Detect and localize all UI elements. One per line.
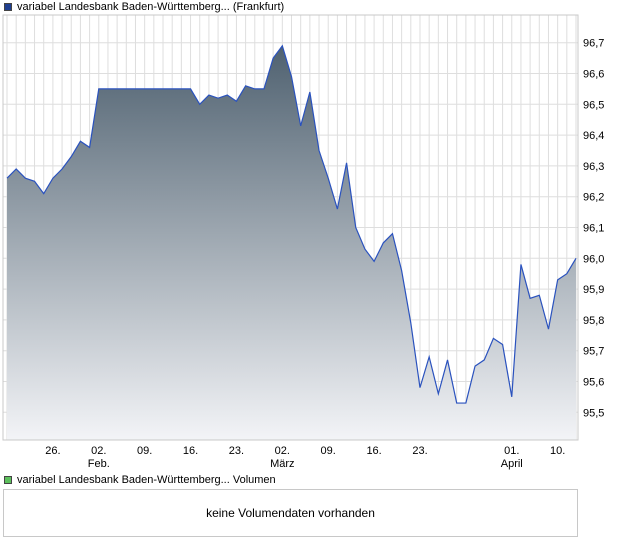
y-tick-label: 96,0 — [583, 253, 604, 265]
price-chart: 96,7 96,6 96,5 96,4 96,3 96,2 96,1 96,0 95,9 95,8… — [2, 14, 604, 470]
y-axis: 96,7 96,6 96,5 96,4 96,3 96,2 96,1 96,0 95,9 95,8… — [583, 38, 604, 420]
y-tick-label: 96,1 — [583, 223, 604, 235]
x-month-label: April — [501, 458, 523, 470]
volume-legend: variabel Landesbank Baden-Württemberg...… — [4, 474, 276, 486]
volume-empty-message: keine Volumendaten vorhanden — [206, 506, 375, 520]
y-tick-label: 96,2 — [583, 192, 604, 204]
volume-legend-label: variabel Landesbank Baden-Württemberg...… — [17, 474, 276, 486]
y-tick-label: 96,5 — [583, 99, 604, 111]
x-tick-label: 09. — [321, 445, 336, 457]
x-tick-label: 23. — [412, 445, 427, 457]
y-tick-label: 96,4 — [583, 130, 604, 142]
y-tick-label: 95,6 — [583, 376, 604, 388]
x-tick-label: 02. — [91, 445, 106, 457]
x-tick-label: 26. — [45, 445, 60, 457]
price-legend-label: variabel Landesbank Baden-Württemberg...… — [17, 1, 285, 13]
y-tick-label: 96,3 — [583, 161, 604, 173]
y-tick-label: 95,5 — [583, 407, 604, 419]
y-tick-label: 96,7 — [583, 38, 604, 50]
x-tick-label: 01. — [504, 445, 519, 457]
x-month-label: Feb. — [88, 458, 110, 470]
y-tick-label: 96,6 — [583, 69, 604, 81]
x-tick-label: 23. — [229, 445, 244, 457]
price-legend-swatch — [4, 3, 12, 11]
y-tick-label: 95,7 — [583, 346, 604, 358]
x-tick-label: 02. — [275, 445, 290, 457]
price-line — [6, 44, 577, 404]
x-tick-label: 16. — [183, 445, 198, 457]
x-tick-label: 10. — [550, 445, 565, 457]
y-tick-label: 95,8 — [583, 315, 604, 327]
price-area — [7, 45, 576, 441]
y-tick-label: 95,9 — [583, 284, 604, 296]
volume-legend-swatch — [4, 476, 12, 484]
volume-panel: keine Volumendaten vorhanden — [3, 489, 578, 537]
x-tick-label: 09. — [137, 445, 152, 457]
x-tick-label: 16. — [366, 445, 381, 457]
plot-frame — [2, 14, 579, 441]
x-month-label: März — [270, 458, 294, 470]
price-legend: variabel Landesbank Baden-Württemberg...… — [4, 1, 284, 13]
